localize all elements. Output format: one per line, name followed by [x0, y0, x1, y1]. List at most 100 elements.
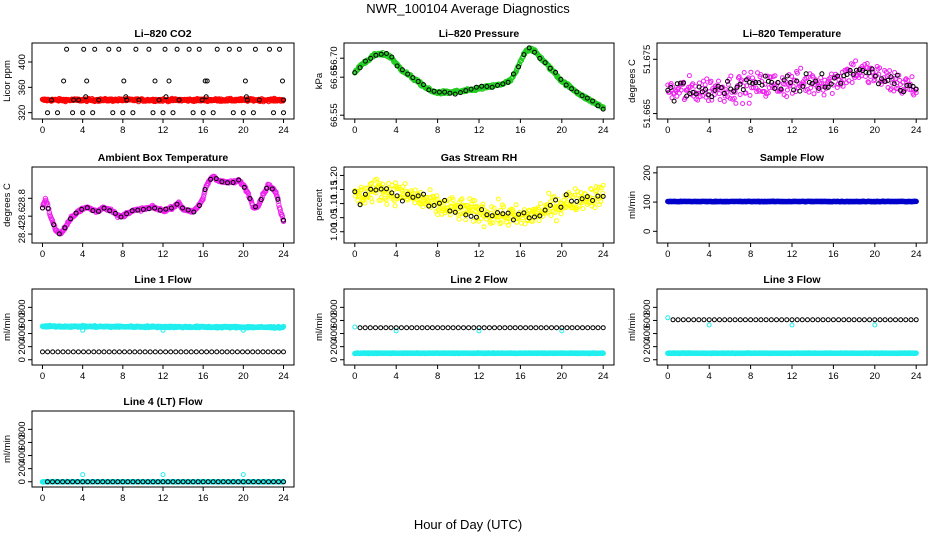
data-point	[275, 349, 281, 355]
y-tick-label: 200	[17, 461, 28, 477]
y-tick-label: 1.15	[329, 180, 340, 199]
data-point	[220, 479, 226, 485]
data-point	[854, 67, 859, 73]
data-point	[152, 205, 158, 211]
x-tick-label: 0	[352, 371, 357, 382]
data-point	[461, 325, 466, 331]
data-point	[160, 110, 166, 116]
data-point	[598, 199, 604, 205]
data-point	[712, 87, 718, 93]
plot-area	[665, 198, 919, 205]
data-point	[913, 198, 919, 205]
data-point	[190, 479, 196, 485]
data-point	[224, 349, 230, 355]
data-point	[65, 349, 71, 355]
data-point	[427, 187, 433, 193]
data-point	[732, 317, 738, 323]
data-point	[877, 65, 883, 71]
data-point	[51, 222, 57, 228]
y-tick-label: 600	[17, 313, 28, 329]
data-point	[768, 317, 774, 323]
data-point	[898, 317, 904, 323]
data-point	[474, 203, 480, 209]
data-point	[794, 317, 800, 323]
data-point	[362, 325, 368, 331]
data-point	[548, 213, 554, 218]
data-point	[734, 84, 740, 90]
data-point	[476, 328, 482, 334]
y-tick-label: 400	[17, 326, 28, 342]
data-point	[737, 92, 743, 98]
data-point	[62, 225, 68, 231]
data-series	[357, 325, 606, 331]
data-point	[373, 187, 379, 193]
data-point	[580, 206, 586, 212]
data-point	[742, 317, 748, 323]
data-point	[243, 94, 249, 100]
data-point	[106, 349, 112, 355]
data-point	[600, 190, 606, 196]
data-point	[362, 58, 368, 64]
data-point	[123, 94, 129, 100]
x-tick-label: 4	[707, 125, 712, 136]
data-point	[156, 97, 162, 103]
data-point	[429, 325, 435, 331]
data-point	[825, 317, 831, 323]
data-point	[716, 78, 721, 84]
data-point	[810, 74, 816, 80]
data-point	[271, 479, 276, 485]
data-point	[245, 479, 251, 485]
data-point	[83, 94, 89, 100]
data-point	[887, 68, 893, 74]
data-point	[592, 205, 598, 211]
data-point	[176, 97, 182, 103]
x-tick-label: 4	[707, 249, 712, 260]
data-point	[394, 63, 400, 69]
data-point	[404, 325, 410, 331]
data-point	[275, 196, 281, 202]
data-point	[885, 77, 891, 83]
data-point	[502, 325, 508, 331]
data-point	[516, 211, 522, 217]
data-point	[191, 209, 197, 215]
data-point	[516, 64, 522, 70]
data-point	[737, 317, 743, 323]
data-point	[135, 207, 141, 213]
y-tick-label: 360	[17, 79, 28, 95]
data-point	[256, 201, 263, 207]
data-point	[84, 78, 90, 84]
data-point	[43, 197, 49, 204]
data-point	[484, 84, 490, 89]
data-point	[45, 110, 50, 116]
data-point	[162, 46, 168, 52]
data-point	[877, 317, 883, 323]
data-point	[470, 198, 476, 203]
data-point	[600, 325, 606, 331]
y-tick-label: 600	[642, 313, 653, 329]
data-point	[188, 349, 194, 355]
data-point	[901, 89, 907, 95]
data-point	[505, 213, 511, 219]
data-point	[703, 86, 708, 92]
data-point	[569, 325, 575, 331]
data-point	[91, 349, 97, 355]
data-point	[208, 176, 214, 182]
data-point	[908, 317, 914, 323]
data-point	[240, 349, 245, 355]
plot-area	[665, 58, 919, 107]
data-point	[40, 349, 45, 355]
data-point	[76, 97, 82, 103]
data-point	[75, 349, 81, 355]
data-point	[490, 220, 496, 226]
data-point	[520, 215, 526, 221]
data-point	[266, 479, 271, 485]
data-point	[135, 479, 141, 485]
data-point	[542, 207, 548, 213]
data-point	[173, 349, 179, 355]
data-point	[70, 479, 76, 485]
data-point	[872, 73, 878, 79]
data-point	[400, 184, 406, 190]
data-point	[887, 317, 893, 323]
data-point	[489, 84, 495, 90]
